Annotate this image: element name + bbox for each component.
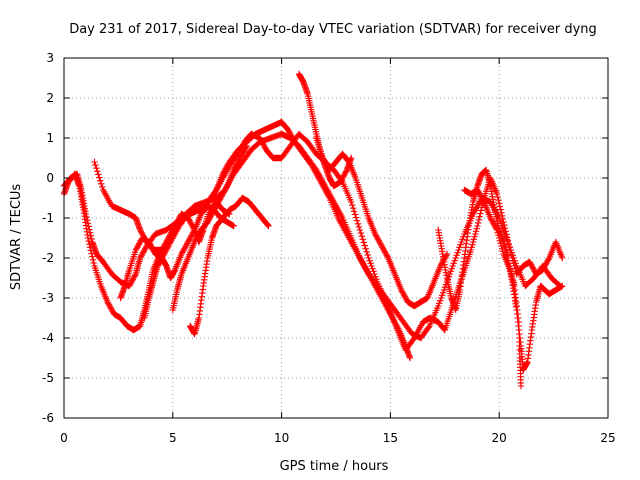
data-track <box>461 186 525 390</box>
y-tick-labels: -6 -5 -4 -3 -2 -1 0 1 2 3 <box>42 51 54 425</box>
y-tick-label: -2 <box>42 251 54 265</box>
x-tick-label: 15 <box>383 431 398 445</box>
x-tick-labels: 0 5 10 15 20 25 <box>60 431 615 445</box>
plot-frame <box>63 57 609 419</box>
y-tick-label: -4 <box>42 331 54 345</box>
y-tick-label: -6 <box>42 411 54 425</box>
axis-ticks <box>63 57 609 419</box>
x-tick-label: 25 <box>600 431 615 445</box>
data-track <box>313 134 451 310</box>
series-0 <box>60 70 566 390</box>
plot-area <box>60 70 566 390</box>
x-tick-label: 5 <box>169 431 177 445</box>
chart-title: Day 231 of 2017, Sidereal Day-to-day VTE… <box>69 22 597 37</box>
x-tick-label: 0 <box>60 431 68 445</box>
x-axis-label: GPS time / hours <box>280 459 389 474</box>
x-tick-label: 20 <box>492 431 507 445</box>
y-tick-label: -1 <box>42 211 54 225</box>
x-tick-label: 10 <box>274 431 289 445</box>
y-axis-label: SDTVAR / TECUs <box>9 184 24 291</box>
y-tick-label: 0 <box>46 171 54 185</box>
data-track <box>187 194 272 338</box>
y-tick-label: 1 <box>46 131 54 145</box>
y-tick-label: 3 <box>46 51 54 65</box>
y-tick-label: 2 <box>46 91 54 105</box>
y-tick-label: -5 <box>42 371 54 385</box>
data-track <box>169 142 250 314</box>
y-tick-label: -3 <box>42 291 54 305</box>
